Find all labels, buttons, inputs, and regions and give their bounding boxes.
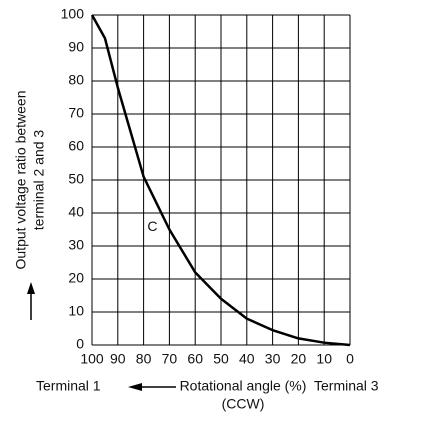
y-tick-label: 60	[68, 138, 84, 154]
line	[90, 14, 351, 347]
y-axis-label: Output voltage ratio between	[13, 90, 29, 269]
x-tick-label: 50	[213, 351, 229, 367]
y-tick-label: 100	[61, 6, 85, 22]
x-tick-label: 30	[265, 351, 281, 367]
y-tick-label: 70	[68, 105, 84, 121]
x-tick-label: 40	[239, 351, 255, 367]
x-tick-label: 0	[346, 351, 354, 367]
x-axis-label: Rotational angle (%)	[180, 378, 307, 394]
y-tick-label: 40	[68, 204, 84, 220]
x-label-right: Terminal 3	[314, 378, 379, 394]
x-tick-label: 10	[316, 351, 332, 367]
x-label-left: Terminal 1	[36, 378, 101, 394]
x-axis-sublabel: (CCW)	[222, 396, 265, 412]
x-tick-label: 20	[291, 351, 307, 367]
x-tick-label: 90	[110, 351, 126, 367]
y-tick-label: 10	[68, 303, 84, 319]
y-tick-label: 90	[68, 39, 84, 55]
y-arrow	[27, 282, 35, 320]
y-axis-label: terminal 2 and 3	[31, 130, 47, 231]
y-tick-label: 20	[68, 270, 84, 286]
x-tick-label: 70	[162, 351, 178, 367]
x-tick-label: 60	[187, 351, 203, 367]
x-arrow	[128, 383, 176, 391]
y-tick-label: 0	[76, 336, 84, 352]
x-tick-label: 80	[136, 351, 152, 367]
x-tick-label: 100	[80, 351, 104, 367]
y-tick-label: 80	[68, 72, 84, 88]
y-tick-label: 30	[68, 237, 84, 253]
y-tick-label: 50	[68, 171, 84, 187]
series-label: C	[147, 218, 157, 234]
